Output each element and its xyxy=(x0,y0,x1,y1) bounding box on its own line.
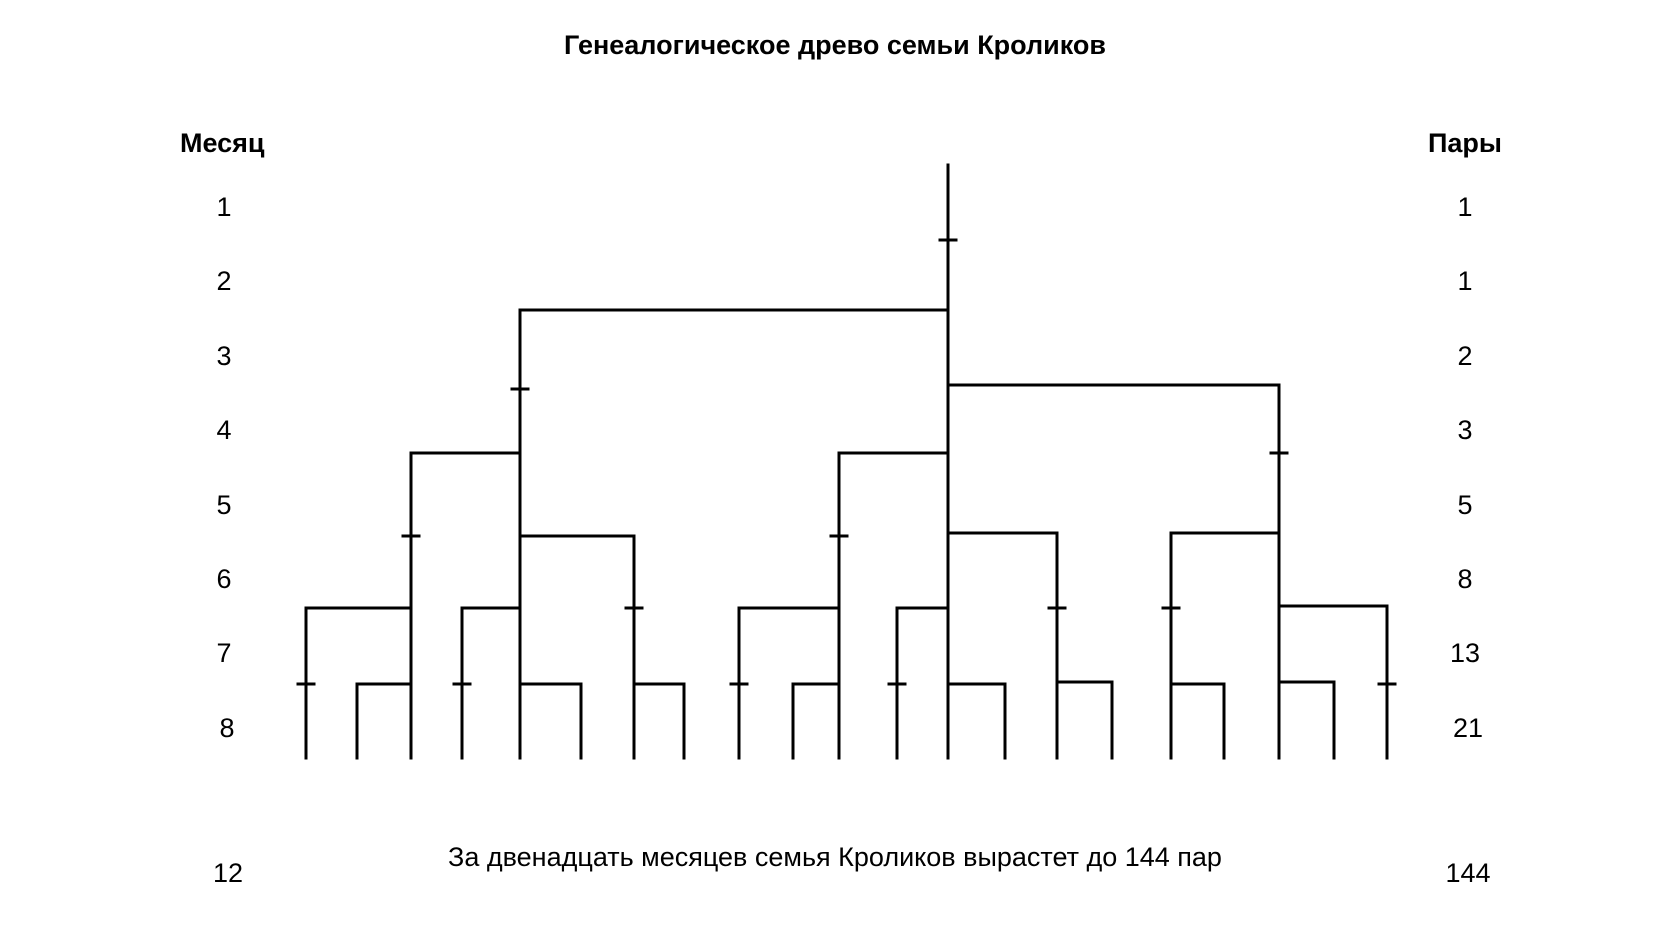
month-label: 3 xyxy=(216,341,232,371)
month-label-final: 12 xyxy=(212,858,244,888)
pairs-count-final: 144 xyxy=(1445,858,1491,888)
month-label: 2 xyxy=(216,266,232,296)
pairs-count: 13 xyxy=(1449,638,1481,668)
pairs-count: 5 xyxy=(1457,490,1473,520)
month-label: 5 xyxy=(216,490,232,520)
month-column-header: Месяц xyxy=(180,128,265,158)
caption: За двенадцать месяцев семья Кроликов выр… xyxy=(448,842,1222,872)
month-label: 8 xyxy=(219,713,235,743)
pairs-count: 8 xyxy=(1457,564,1473,594)
pairs-count: 2 xyxy=(1457,341,1473,371)
diagram-title: Генеалогическое древо семьи Кроликов xyxy=(564,30,1106,60)
pairs-count: 3 xyxy=(1457,415,1473,445)
month-label: 1 xyxy=(216,192,232,222)
pairs-column-header: Пары xyxy=(1428,128,1502,158)
month-label: 6 xyxy=(216,564,232,594)
pairs-count: 1 xyxy=(1457,192,1473,222)
pairs-count: 21 xyxy=(1452,713,1484,743)
pairs-count: 1 xyxy=(1457,266,1473,296)
month-label: 4 xyxy=(216,415,232,445)
month-label: 7 xyxy=(216,638,232,668)
